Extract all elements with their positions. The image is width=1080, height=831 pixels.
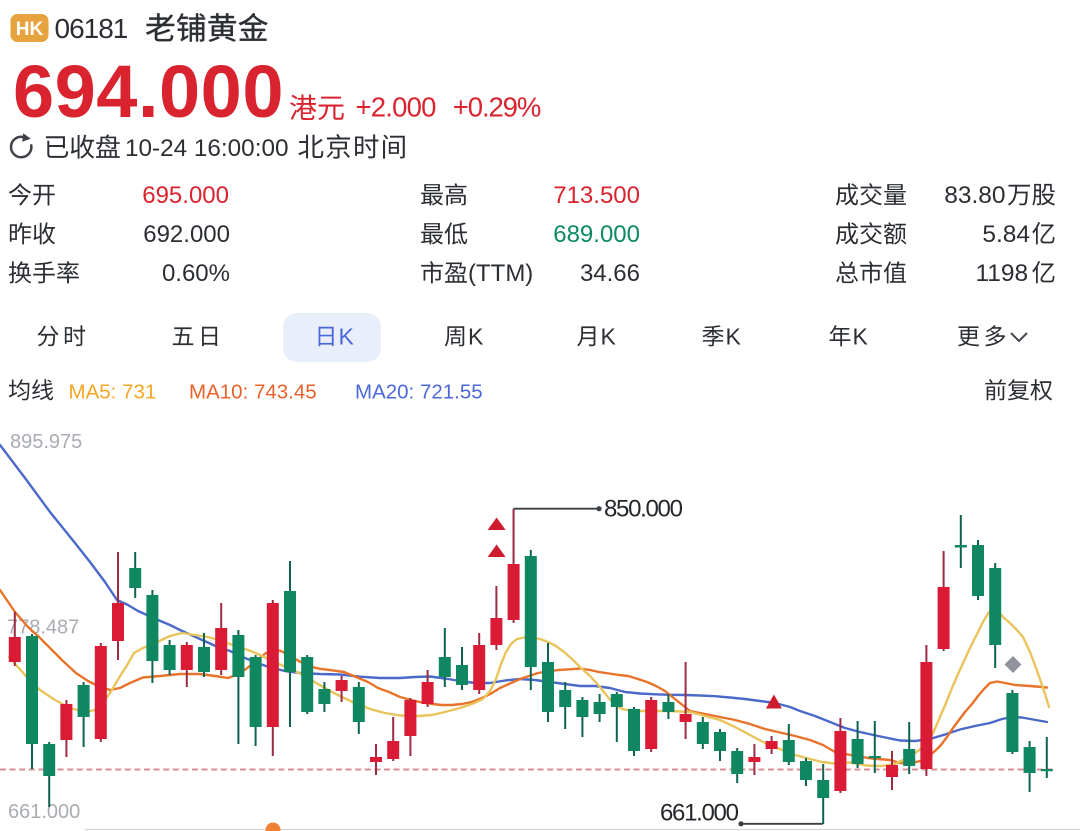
svg-text:778.487: 778.487 — [7, 617, 79, 639]
svg-text:692.000: 692.000 — [143, 221, 230, 248]
svg-text:06181: 06181 — [55, 13, 128, 44]
svg-text:694.000: 694.000 — [13, 50, 284, 133]
svg-text:689.000: 689.000 — [553, 221, 640, 248]
svg-text:895.975: 895.975 — [10, 431, 82, 453]
svg-text:5.84: 5.84 — [982, 221, 1030, 248]
svg-text:+2.000: +2.000 — [356, 92, 437, 123]
svg-text:K: K — [468, 324, 484, 350]
svg-text:K: K — [853, 324, 869, 350]
svg-text:+0.29%: +0.29% — [453, 92, 541, 123]
svg-text:K: K — [339, 324, 355, 350]
svg-text:0.60%: 0.60% — [162, 260, 230, 287]
svg-text:661.000: 661.000 — [8, 801, 80, 823]
svg-text:K: K — [726, 324, 742, 350]
svg-text:HK: HK — [16, 19, 44, 40]
svg-text:34.66: 34.66 — [580, 260, 640, 287]
svg-text:K: K — [601, 324, 617, 350]
svg-text:(TTM): (TTM) — [468, 260, 533, 287]
svg-text:661.000: 661.000 — [660, 800, 739, 827]
svg-text:MA10: 743.45: MA10: 743.45 — [189, 381, 317, 404]
svg-text:MA5: 731: MA5: 731 — [69, 381, 157, 404]
svg-text:MA20: 721.55: MA20: 721.55 — [355, 381, 483, 404]
svg-text:850.000: 850.000 — [604, 496, 683, 523]
svg-text:10-24 16:00:00: 10-24 16:00:00 — [125, 135, 288, 162]
svg-text:713.500: 713.500 — [553, 182, 640, 209]
svg-text:83.80: 83.80 — [944, 182, 1005, 209]
svg-text:1198: 1198 — [976, 260, 1029, 287]
svg-text:695.000: 695.000 — [142, 182, 229, 209]
